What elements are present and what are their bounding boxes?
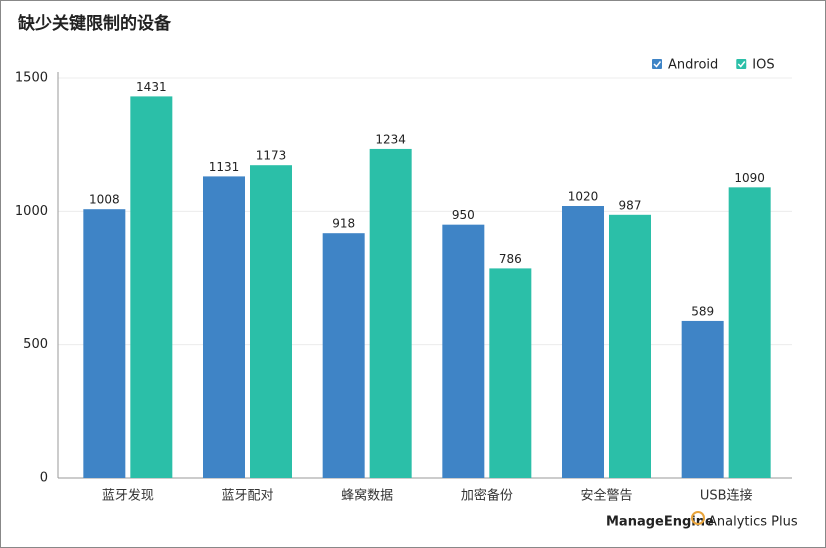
value-label: 786 — [499, 252, 522, 266]
bar — [728, 187, 771, 479]
bar — [130, 96, 173, 479]
y-tick-label: 1500 — [15, 71, 48, 86]
value-label: 1131 — [209, 160, 240, 174]
value-label: 1090 — [734, 171, 765, 185]
y-tick-label: 500 — [23, 337, 48, 352]
bar — [681, 320, 724, 478]
chart-title: 缺少关键限制的设备 — [18, 13, 172, 34]
bar — [203, 176, 245, 478]
legend-swatch[interactable] — [736, 59, 747, 69]
y-tick-label: 1000 — [15, 204, 48, 219]
value-label: 1431 — [136, 80, 167, 94]
bar — [489, 268, 532, 478]
x-tick-label: 加密备份 — [461, 488, 513, 504]
footer-logo — [691, 511, 705, 525]
value-label: 589 — [691, 304, 714, 318]
value-label: 1020 — [568, 190, 599, 204]
x-tick-label: 蓝牙发现 — [102, 488, 154, 504]
bar — [442, 224, 485, 478]
bar — [609, 214, 651, 479]
x-tick-label: 安全警告 — [580, 488, 632, 504]
value-label: 987 — [619, 198, 642, 212]
bar — [562, 206, 604, 478]
value-label: 1173 — [256, 149, 287, 163]
legend-check — [653, 61, 662, 68]
bar — [322, 233, 365, 478]
legend-label[interactable]: Android — [668, 58, 718, 73]
value-label: 1234 — [375, 132, 406, 146]
x-tick-label: 蜂窝数据 — [341, 488, 393, 504]
x-tick-label: 蓝牙配对 — [221, 489, 273, 504]
legend-swatch[interactable] — [652, 59, 662, 69]
footer-brand: ManageEngine — [606, 515, 714, 530]
legend-check — [737, 61, 746, 68]
y-tick-label: 0 — [40, 471, 48, 486]
value-label: 950 — [452, 208, 475, 222]
bar — [369, 148, 412, 478]
value-label: 1008 — [89, 193, 120, 207]
bar — [250, 165, 292, 478]
footer: ManageEngine Analytics Plus — [606, 511, 798, 530]
value-label: 918 — [332, 217, 355, 231]
bar — [83, 209, 126, 478]
x-tick-label: USB连接 — [700, 488, 753, 504]
legend-label[interactable]: IOS — [752, 58, 774, 73]
footer-product: Analytics Plus — [708, 515, 798, 530]
